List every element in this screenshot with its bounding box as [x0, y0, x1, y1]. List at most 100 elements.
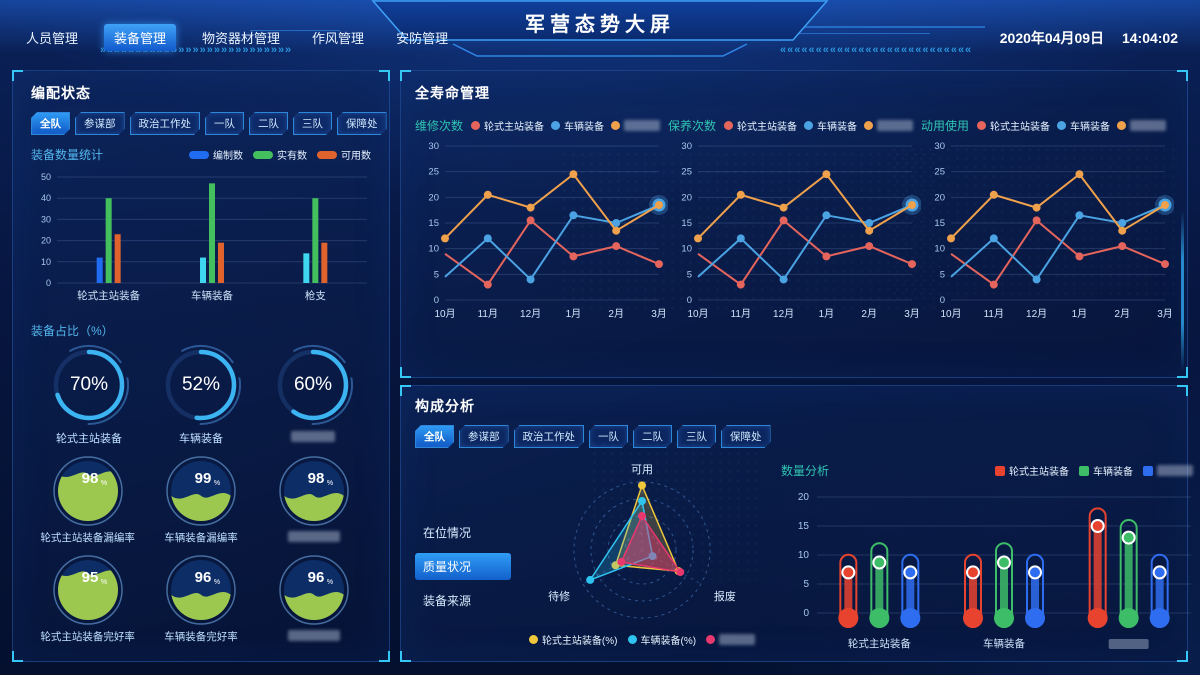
tab-三队[interactable]: 三队: [677, 425, 716, 448]
svg-text:10: 10: [41, 257, 51, 267]
title-banner: 军营态势大屏: [365, 0, 835, 60]
tab-保障处[interactable]: 保障处: [721, 425, 771, 448]
tab-参谋部[interactable]: 参谋部: [75, 112, 125, 135]
nav-item-人员管理[interactable]: 人员管理: [26, 31, 79, 46]
corner-decor: [400, 651, 411, 662]
svg-text:报废: 报废: [714, 589, 736, 603]
nav-item-装备管理[interactable]: 装备管理: [104, 24, 177, 51]
tab-二队[interactable]: 二队: [633, 425, 672, 448]
radar-zone: 在位情况质量状况装备来源 可用报废 待修 轮式主站装备(%) 车辆装备(%): [415, 454, 773, 657]
legend-item: 车辆装备: [804, 118, 857, 133]
svg-text:待修: 待修: [548, 589, 570, 603]
redacted-label: [1130, 120, 1167, 131]
legend-swatch-icon: [995, 465, 1005, 476]
svg-text:5: 5: [803, 579, 809, 590]
panel-lifecycle: 全寿命管理 维修次数 轮式主站装备 车辆装备 0 5 10 15 20 25 30 10月 11月…: [400, 70, 1188, 378]
legend-item: [1143, 465, 1193, 476]
usage-chart-legend: 轮式主站装备 车辆装备: [977, 118, 1167, 133]
tab-三队[interactable]: 三队: [293, 112, 332, 135]
composition-tabs: 全队 参谋部 政治工作处 一队 二队 三队 保障处: [415, 425, 1173, 448]
svg-text:车辆装备: 车辆装备: [983, 637, 1025, 650]
repair-line-chart: 0 5 10 15 20 25 30 10月 11月 12月 1月 2月 3月: [428, 141, 669, 320]
legend-swatch-icon: [1057, 121, 1067, 130]
corner-decor: [400, 367, 411, 378]
rate-gauge: 98%: [258, 454, 371, 545]
redacted-label: [624, 120, 661, 131]
redacted-label: [1157, 465, 1193, 476]
svg-text:2月: 2月: [608, 308, 624, 320]
tab-一队[interactable]: 一队: [205, 112, 244, 135]
panel-composition: 构成分析 全队 参谋部 政治工作处 一队 二队 三队 保障处 在位情况 质量状况 装备来源 可用…: [400, 385, 1193, 662]
legend-swatch-icon: [551, 121, 561, 130]
lifecycle-panel-title: 全寿命管理: [415, 85, 490, 101]
svg-text:1月: 1月: [819, 308, 835, 320]
legend-item: 车辆装备: [1079, 463, 1133, 478]
tab-政治工作处[interactable]: 政治工作处: [130, 112, 201, 135]
legend-item: 轮式主站装备: [724, 118, 797, 133]
radar-side-menu: 在位情况质量状况装备来源: [415, 512, 511, 657]
rate-gauge: 98% 轮式主站装备漏编率: [31, 454, 144, 545]
svg-text:40: 40: [41, 193, 51, 203]
svg-text:0: 0: [803, 608, 809, 619]
svg-text:1月: 1月: [1072, 308, 1088, 320]
side-menu-装备来源[interactable]: 装备来源: [423, 594, 472, 608]
radar-legend: 轮式主站装备(%) 车辆装备(%): [528, 632, 756, 647]
legend-swatch-icon: [189, 150, 209, 159]
svg-text:10: 10: [798, 550, 810, 561]
nav-item-安防管理[interactable]: 安防管理: [396, 31, 449, 46]
svg-text:25: 25: [934, 167, 945, 178]
legend-item: 车辆装备(%): [627, 632, 696, 647]
tab-参谋部[interactable]: 参谋部: [459, 425, 509, 448]
quantity-zone: 数量分析 轮式主站装备 车辆装备 0 5 10 15 20 轮式主站装备 车辆装备: [781, 454, 1199, 657]
tab-政治工作处[interactable]: 政治工作处: [514, 425, 585, 448]
side-menu-质量状况[interactable]: 质量状况: [415, 553, 511, 580]
legend-item: 可用数: [317, 147, 371, 162]
svg-text:20: 20: [681, 192, 692, 203]
maintain-line-chart: 0 5 10 15 20 25 30 10月 11月 12月 1月 2月 3月: [681, 141, 922, 320]
svg-text:3月: 3月: [1157, 308, 1173, 320]
repair-chart-title: 维修次数: [415, 119, 464, 133]
legend-swatch-icon: [706, 635, 716, 644]
nav-item-物资器材管理[interactable]: 物资器材管理: [202, 31, 281, 46]
legend-swatch-icon: [253, 150, 273, 159]
corner-decor: [379, 651, 390, 662]
legend-item: [706, 634, 756, 645]
legend-swatch-icon: [724, 121, 734, 130]
legend-swatch-icon: [611, 121, 621, 130]
corner-decor: [12, 70, 23, 81]
scrollbar-accent[interactable]: [1181, 211, 1184, 371]
rate-gauge: 99% 车辆装备漏编率: [144, 454, 257, 545]
svg-text:%: %: [214, 579, 220, 586]
corner-decor: [12, 651, 23, 662]
tab-全队[interactable]: 全队: [415, 425, 454, 448]
redacted-label: [288, 629, 341, 641]
svg-text:20: 20: [798, 492, 810, 503]
ratio-ring: 70% 轮式主站装备: [37, 343, 141, 446]
ratio-ring: 60%: [261, 343, 365, 446]
svg-text:可用: 可用: [631, 464, 653, 476]
tab-二队[interactable]: 二队: [249, 112, 288, 135]
svg-text:20: 20: [428, 192, 439, 203]
datetime: 2020年04月09日 14:04:02: [986, 28, 1178, 48]
redacted-label: [877, 120, 914, 131]
svg-text:2月: 2月: [861, 308, 877, 320]
rate-gauges: 98% 轮式主站装备漏编率 99% 车辆装备漏编率 98% 95% 轮式主站装备完好率 96%…: [31, 454, 371, 644]
tab-一队[interactable]: 一队: [589, 425, 628, 448]
nav-item-作风管理[interactable]: 作风管理: [312, 31, 365, 46]
maintain-chart-title: 保养次数: [668, 119, 717, 133]
legend-swatch-icon: [804, 121, 814, 130]
svg-text:5: 5: [434, 269, 439, 280]
tab-全队[interactable]: 全队: [31, 112, 70, 135]
svg-text:0: 0: [940, 295, 945, 306]
rate-gauge: 96%: [258, 553, 371, 644]
svg-text:0: 0: [434, 295, 439, 306]
svg-text:30: 30: [428, 141, 439, 152]
usage-chart-title: 动用使用: [921, 119, 970, 133]
svg-text:11月: 11月: [731, 308, 751, 320]
legend-swatch-icon: [864, 121, 874, 130]
corner-decor: [400, 70, 411, 81]
tab-保障处[interactable]: 保障处: [337, 112, 387, 135]
side-menu-在位情况[interactable]: 在位情况: [423, 526, 472, 540]
corner-decor: [1177, 385, 1188, 396]
banner-frame-decor: [371, 0, 829, 57]
